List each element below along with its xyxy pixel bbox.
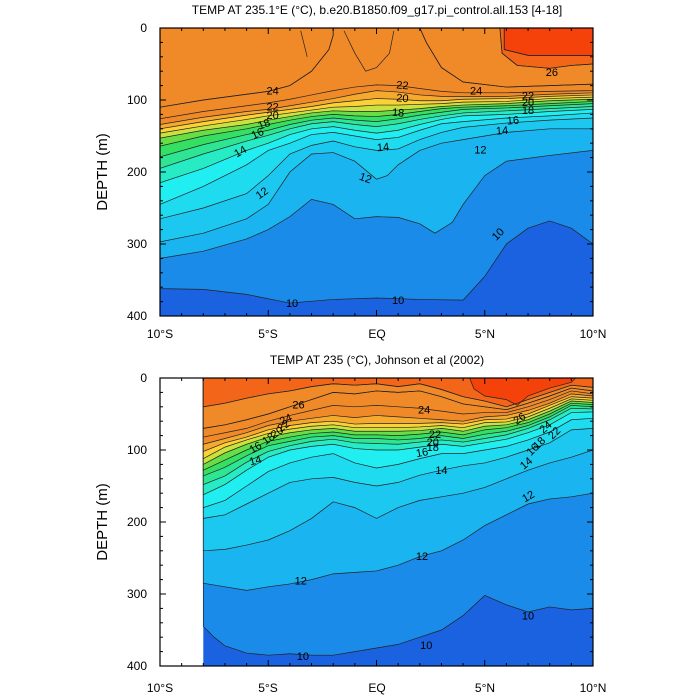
panel-obs-contour-line [203, 387, 593, 429]
panel-model-y-tick-label: 400 [127, 309, 147, 323]
panel-model-contour-label: 14 [496, 125, 509, 138]
panel-model-ticks [159, 27, 594, 317]
panel-obs-contour-label: 20 [427, 437, 439, 449]
panel-model-fill-layer [503, 28, 593, 56]
panel-obs-contour-line [203, 383, 593, 408]
panel-obs-contour-label: 10 [420, 640, 432, 652]
panel-obs-contour-label: 10 [297, 651, 309, 663]
panel-obs-contour-label: 14 [435, 465, 447, 477]
panel-obs-y-tick-label: 0 [140, 371, 147, 385]
panel-model-contour-label: 18 [256, 117, 272, 132]
panel-model-plot-area: 2422201816141222201814122426222018161412… [160, 28, 593, 316]
panel-model-contour-lines [160, 28, 593, 108]
panel-obs-x-tick-label: 10°S [147, 681, 173, 695]
panel-obs-y-tick-label: 300 [127, 587, 147, 601]
panel-model-contour-fills [160, 28, 593, 316]
panel-obs-contour-label: 16 [415, 446, 429, 460]
panel-model-y-axis-label: DEPTH (m) [94, 133, 111, 211]
panel-obs-x-tick-label: EQ [368, 681, 385, 695]
panel-model-contour-label: 20 [522, 97, 534, 109]
panel-obs-contour-label: 26 [292, 400, 304, 412]
panel-obs-contour-label: 10 [522, 611, 534, 623]
panel-model-contour-line [343, 30, 395, 72]
panel-obs-contour-label: 18 [260, 431, 277, 448]
panel-model-y-tick-label: 300 [127, 237, 147, 251]
panel-obs-contour-label: 24 [278, 412, 294, 428]
panel-model-contour-label: 22 [522, 91, 534, 103]
panel-model-contour-line [300, 30, 308, 57]
panel-model-contour-label: 16 [250, 126, 266, 142]
panel-model-contour-label: 20 [396, 92, 409, 105]
panel-model-contour-line [419, 28, 593, 88]
panel-obs-title: TEMP AT 235 (°C), Johnson et al (2002) [270, 353, 484, 367]
panel-obs-y-axis-label: DEPTH (m) [94, 483, 111, 561]
panel-model-contour-label: 24 [266, 86, 278, 98]
panel-model-x-tick-label: EQ [368, 327, 385, 341]
panel-model-contour-label: 12 [358, 171, 374, 186]
panel-obs-contour-label: 26 [512, 411, 529, 428]
panel-model-contour-line [160, 28, 334, 108]
panel-model-x-tick-label: 10°S [147, 327, 173, 341]
panel-model-contour-label: 14 [232, 144, 249, 161]
panel-model-contour-line [499, 28, 593, 69]
panel-obs-contour-label: 12 [416, 551, 428, 563]
panel-obs-y-tick-label: 200 [127, 515, 147, 529]
panel-obs-contour-label: 12 [295, 575, 307, 587]
panel-obs-contour-label: 20 [269, 424, 286, 441]
panel-model-contour-label: 18 [522, 105, 534, 117]
panel-model-title: TEMP AT 235.1°E (°C), b.e20.B1850.f09_g1… [192, 3, 563, 17]
panel-obs-contour-label: 24 [418, 405, 430, 417]
panel-obs: TEMP AT 235 (°C), Johnson et al (2002) 2… [94, 353, 606, 695]
panel-obs-contour-lines [203, 383, 593, 429]
panel-obs-contour-label: 16 [247, 440, 264, 457]
panel-model-contour-label: 22 [396, 79, 409, 92]
panel-model-contour-label: 22 [266, 101, 278, 113]
panel-obs-plot-area: 2624222018161424222018161426242218161412… [202, 378, 593, 666]
panel-model-x-tick-label: 10°N [580, 327, 607, 341]
panel-obs-contour-label: 22 [429, 429, 441, 441]
panel-model-contour-label: 20 [266, 110, 278, 122]
panel-obs-x-tick-label: 5°N [475, 681, 495, 695]
panel-model-contour-line [503, 28, 593, 56]
panel-model-contour-label: 12 [254, 185, 271, 202]
panel-model-contour-label: 14 [376, 141, 389, 154]
panel-obs-contour-label: 22 [276, 418, 293, 435]
panel-model-contour-label: 10 [392, 295, 404, 307]
panel-model-y-tick-label: 0 [140, 21, 147, 35]
panel-obs-fill-layer [469, 378, 577, 406]
panel-model-x-tick-label: 5°N [475, 327, 495, 341]
panel-obs-x-tick-label: 10°N [580, 681, 607, 695]
panel-model-contour-labels: 2422201816141222201814122426222018161412… [232, 67, 558, 310]
panel-obs-contour-fills [202, 378, 593, 666]
panel-model: TEMP AT 235.1°E (°C), b.e20.B1850.f09_g1… [94, 3, 606, 341]
panel-model-y-tick-label: 200 [127, 165, 147, 179]
panel-obs-y-tick-label: 100 [127, 443, 147, 457]
panel-model-contour-label: 24 [470, 86, 482, 98]
panel-obs-ticks [159, 377, 594, 667]
panel-obs-x-tick-label: 5°S [258, 681, 277, 695]
panel-model-contour-label: 10 [286, 298, 298, 310]
panel-model-y-tick-label: 100 [127, 93, 147, 107]
panel-obs-contour-label: 18 [427, 442, 439, 454]
panel-model-contour-label: 26 [546, 67, 558, 79]
panel-model-contour-label: 16 [506, 115, 519, 128]
panel-obs-y-tick-label: 400 [127, 659, 147, 673]
panel-obs-contour-label: 12 [520, 489, 537, 506]
panel-obs-contour-label: 14 [248, 454, 263, 469]
panel-model-contour-label: 12 [474, 145, 486, 157]
panel-model-contour-label: 18 [391, 107, 404, 120]
panel-model-x-tick-label: 5°S [258, 327, 277, 341]
